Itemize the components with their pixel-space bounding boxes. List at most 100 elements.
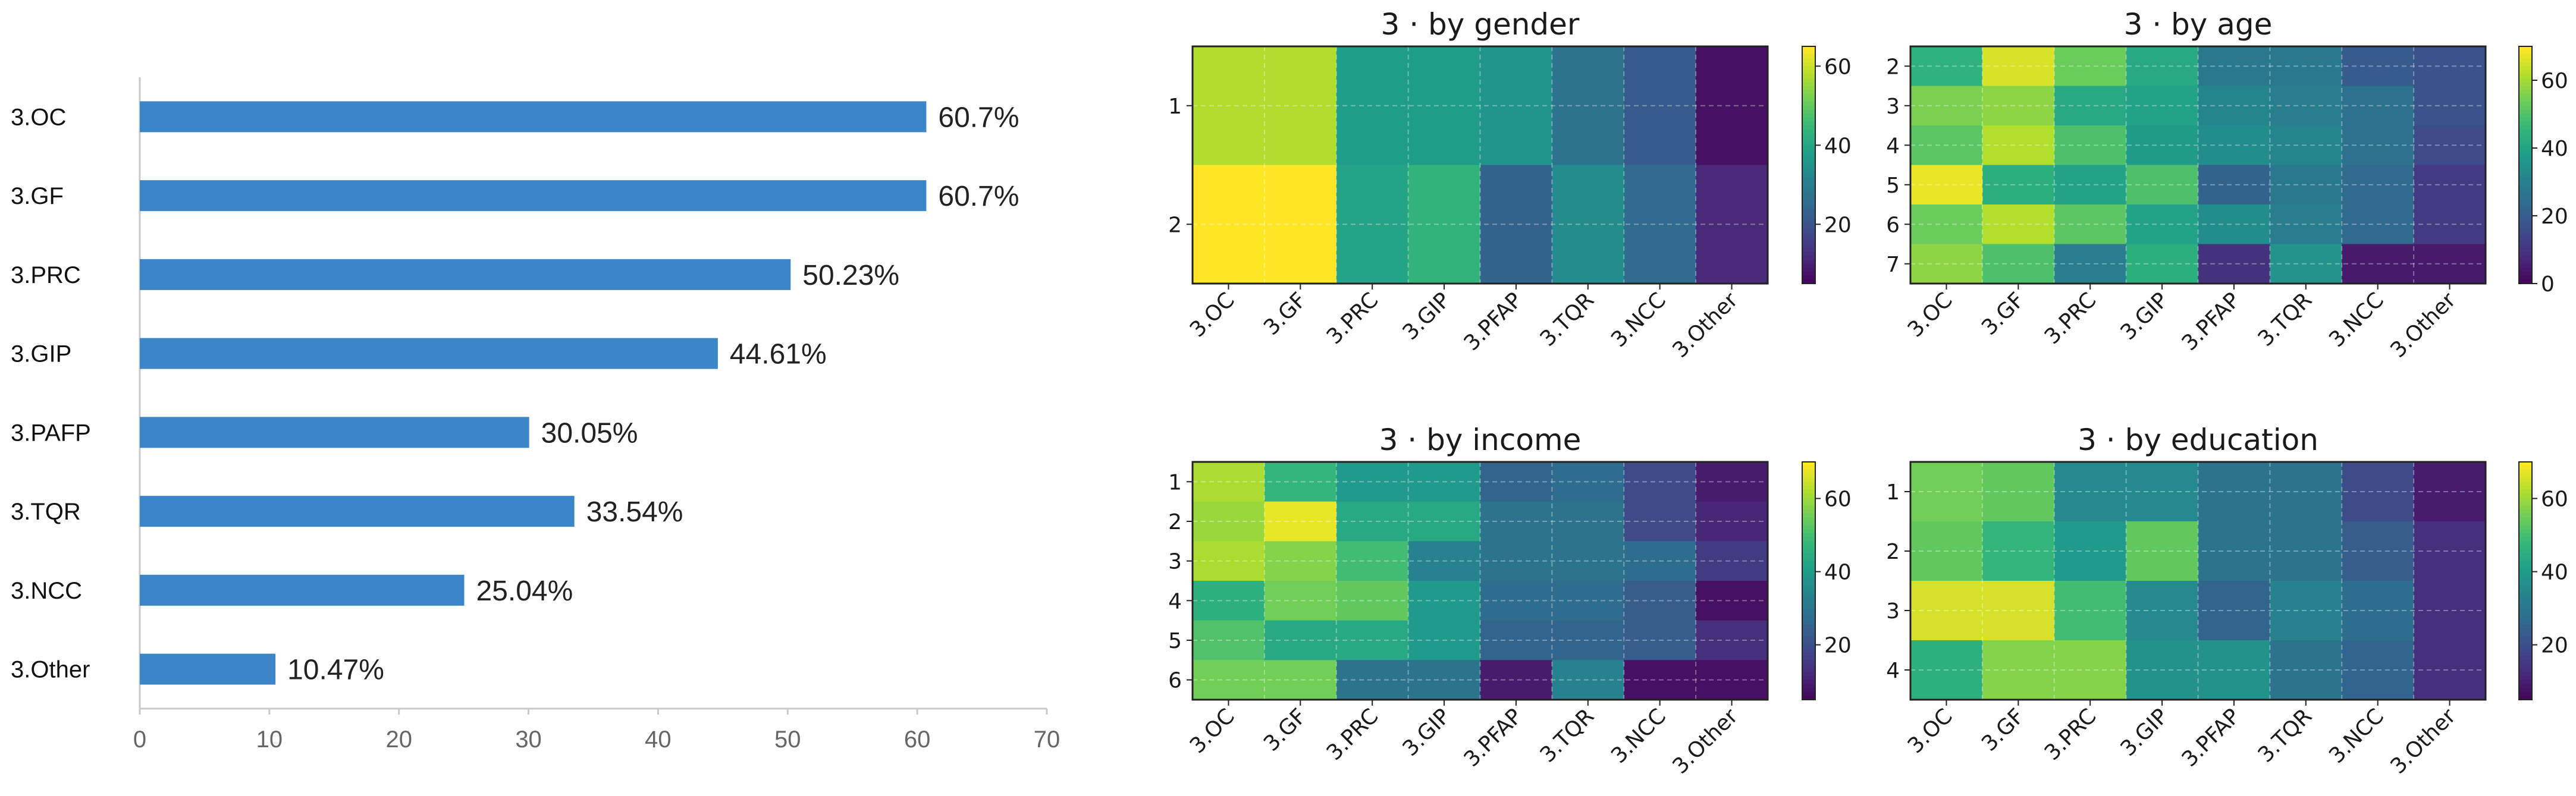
heatmap-cell xyxy=(1408,660,1481,700)
heatmap-cell xyxy=(2414,125,2486,166)
colorbar-segment xyxy=(2519,581,2532,586)
heatmap-cell xyxy=(2126,125,2199,166)
heatmap-cell xyxy=(1982,86,2055,126)
bar-x-tick-label: 50 xyxy=(774,726,801,753)
heatmap-cell xyxy=(1910,165,1983,205)
colorbar-segment xyxy=(1802,268,1815,272)
heatmap-x-tick-label: 3.Other xyxy=(2386,288,2461,363)
colorbar-segment xyxy=(1802,196,1815,202)
heatmap-cell xyxy=(1910,204,1983,245)
colorbar-segment xyxy=(2519,62,2532,67)
heatmap-cell xyxy=(2342,165,2414,205)
colorbar-segment xyxy=(2519,605,2532,609)
colorbar-frame xyxy=(2518,461,2533,700)
heatmap-cell xyxy=(2054,581,2127,641)
colorbar-segment xyxy=(1802,640,1815,645)
heatmap-cell xyxy=(2414,86,2486,126)
colorbar-frame xyxy=(1802,461,1816,700)
heatmap-cell xyxy=(2342,204,2414,245)
colorbar-segment xyxy=(1802,121,1815,126)
colorbar-segment xyxy=(1802,81,1815,87)
colorbar-segment xyxy=(2519,181,2532,185)
bar-x-tick-label: 40 xyxy=(645,726,672,753)
heatmap-cell xyxy=(2054,86,2127,126)
heatmap-cell xyxy=(2270,244,2342,284)
heatmap-cell xyxy=(1982,581,2055,641)
heatmap-cell xyxy=(1480,165,1552,284)
heatmap-by-age: 3 · by age 2 3 4 5 6 73.OC 3.GF 3.PRC 3.GIP 3.PFAP… xyxy=(1886,7,2568,363)
heatmap-cell xyxy=(2414,462,2486,522)
heatmap-x-tick-label: 3.OC xyxy=(1903,288,1957,342)
heatmap-cell xyxy=(1696,165,1768,284)
colorbar-segment xyxy=(1802,200,1815,205)
colorbar-segment xyxy=(2519,193,2532,197)
colorbar-segment xyxy=(2519,260,2532,265)
colorbar-segment xyxy=(2519,157,2532,162)
colorbar-segment xyxy=(1802,177,1815,181)
colorbar-segment xyxy=(1802,208,1815,213)
colorbar-tick-label: 60 xyxy=(1824,487,1852,512)
heatmap-cell xyxy=(1480,501,1552,542)
colorbar-segment xyxy=(1802,628,1815,633)
colorbar-segment xyxy=(1802,474,1815,479)
heatmap-x-tick-label: 3.OC xyxy=(1185,704,1240,758)
colorbar-segment xyxy=(2519,137,2532,142)
heatmap-x-tick-label: 3.TQR xyxy=(1536,704,1599,767)
heatmap-cell xyxy=(2270,462,2342,522)
heatmap-cell xyxy=(1624,46,1696,166)
bar xyxy=(140,653,276,685)
heatmap-x-tick-label: 3.OC xyxy=(1903,704,1957,758)
heatmap-cell xyxy=(1910,581,1983,641)
heatmap-title: 3 · by age xyxy=(2124,7,2273,42)
colorbar-segment xyxy=(2519,584,2532,590)
colorbar-segment xyxy=(2519,184,2532,190)
heatmap-x-tick-label: 3.PRC xyxy=(2040,704,2101,765)
heatmap-cell xyxy=(1552,620,1624,660)
colorbar-segment xyxy=(1802,612,1815,617)
heatmap-cell xyxy=(1336,620,1409,660)
heatmap-x-tick-label: 3.PFAP xyxy=(2177,704,2245,772)
bar-x-tick-label: 70 xyxy=(1034,726,1060,753)
colorbar-segment xyxy=(2519,696,2532,700)
heatmap-x-tick-label: 3.GF xyxy=(1259,704,1311,756)
colorbar-segment xyxy=(1802,616,1815,621)
heatmap-cell xyxy=(1264,46,1337,166)
heatmap-cell xyxy=(2198,204,2270,245)
bar-chart-panel: 0 10 20 30 40 50 60 70 3.OC 60.7% 3.GF 60.7% 3.PRC 50… xyxy=(11,77,1060,753)
heatmap-x-tick-label: 3.Other xyxy=(2386,704,2461,779)
heatmap-cell xyxy=(2414,204,2486,245)
colorbar-tick-label: 20 xyxy=(2541,634,2568,658)
colorbar-segment xyxy=(1802,572,1815,578)
colorbar-segment xyxy=(2519,165,2532,169)
heatmap-cell xyxy=(2270,46,2342,87)
colorbar-segment xyxy=(2519,86,2532,90)
colorbar-segment xyxy=(1802,102,1815,106)
heatmap-cell xyxy=(1982,244,2055,284)
colorbar-segment xyxy=(1802,129,1815,134)
colorbar-segment xyxy=(1802,584,1815,590)
bar-category-label: 3.GIP xyxy=(11,341,71,367)
colorbar-segment xyxy=(2519,256,2532,260)
colorbar-segment xyxy=(2519,240,2532,245)
heatmap-x-tick-label: 3.NCC xyxy=(1607,704,1671,768)
colorbar-segment xyxy=(1802,46,1815,51)
heatmap-cell xyxy=(1408,581,1481,621)
heatmap-cell xyxy=(2414,165,2486,205)
colorbar-tick-label: 20 xyxy=(2541,204,2568,229)
colorbar-segment xyxy=(2519,691,2532,697)
colorbar-segment xyxy=(2519,668,2532,673)
heatmap-cell xyxy=(2270,165,2342,205)
colorbar-segment xyxy=(2519,561,2532,566)
heatmap-x-tick-label: 3.GF xyxy=(1977,704,2029,756)
colorbar-segment xyxy=(1802,569,1815,574)
heatmap-cell xyxy=(2054,521,2127,581)
bar-category-label: 3.TQR xyxy=(11,499,81,525)
colorbar-segment xyxy=(1802,93,1815,99)
heatmap-y-tick-label: 3 xyxy=(1886,599,1900,624)
bar xyxy=(140,338,718,369)
heatmap-cell xyxy=(1408,620,1481,660)
colorbar-segment xyxy=(2519,90,2532,95)
colorbar-segment xyxy=(2519,462,2532,467)
colorbar-segment xyxy=(1802,470,1815,474)
